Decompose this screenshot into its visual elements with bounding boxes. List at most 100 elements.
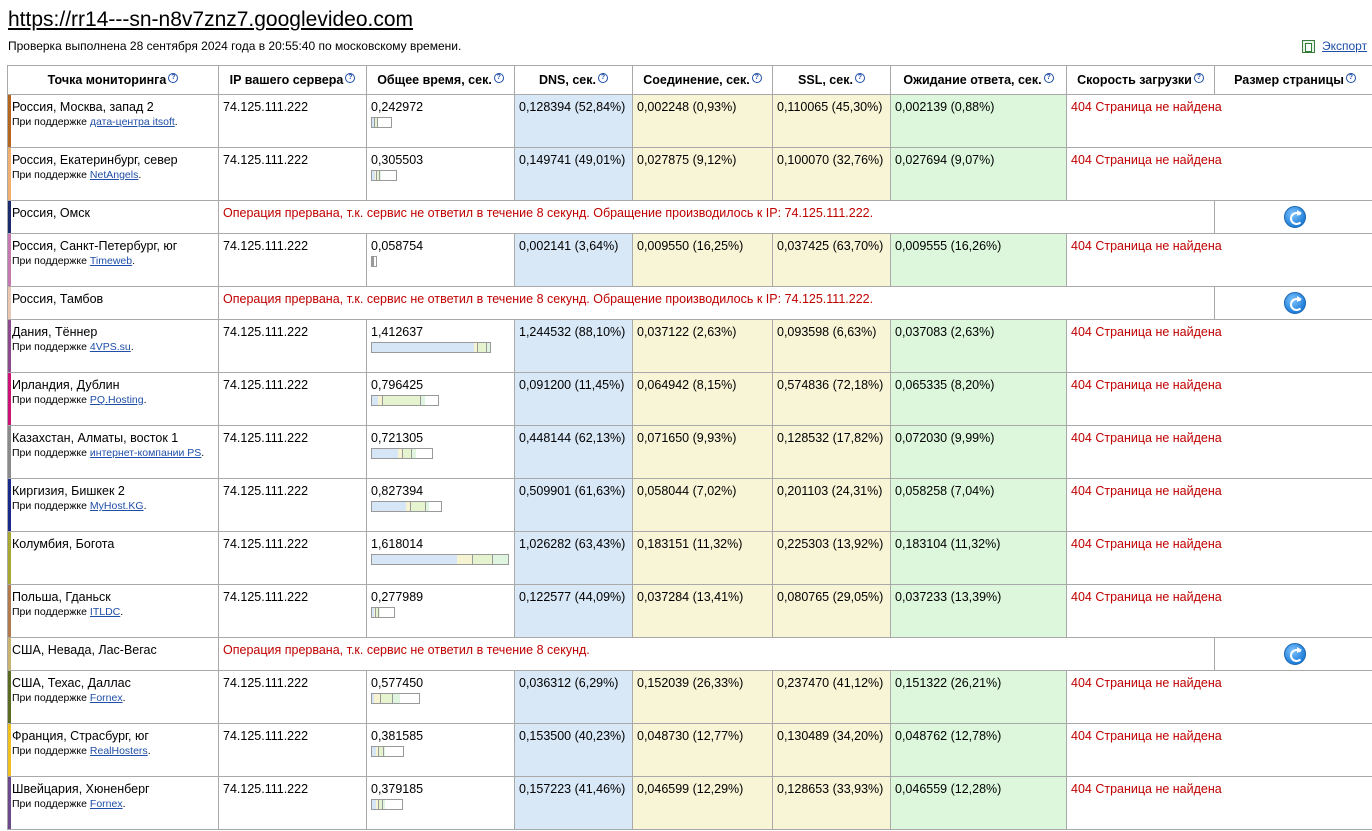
- help-icon[interactable]: ?: [751, 73, 762, 83]
- sponsor-link[interactable]: NetAngels: [89, 169, 139, 181]
- connection-cell: 0,009550 (16,25%): [632, 233, 773, 287]
- location-color-marker: [8, 532, 11, 584]
- table-row: Колумбия, Богота 74.125.111.222 1,618014 1,…: [7, 531, 1372, 585]
- total-time-value: 0,058754: [371, 239, 424, 253]
- wait-cell: 0,151322 (26,21%): [890, 670, 1067, 724]
- total-time-value: 0,796425: [371, 378, 424, 392]
- col-total-label: Общее время, сек.: [377, 73, 492, 87]
- ssl-cell: 0,110065 (45,30%): [772, 94, 891, 148]
- timing-bar: [371, 746, 404, 757]
- table-row: Польша, Гданьск При поддержке ITLDC. 74.12…: [7, 584, 1372, 638]
- wait-cell: 0,027694 (9,07%): [890, 147, 1067, 201]
- wait-cell: 0,065335 (8,20%): [890, 372, 1067, 426]
- ssl-cell: 0,130489 (34,20%): [772, 723, 891, 777]
- help-icon[interactable]: ?: [1345, 73, 1356, 83]
- wait-cell: 0,072030 (9,99%): [890, 425, 1067, 479]
- sponsor-link[interactable]: 4VPS.su: [89, 341, 131, 353]
- table-row: Ирландия, Дублин При поддержке PQ.Hosting…: [7, 372, 1372, 426]
- sponsor-prefix: При поддержке: [12, 798, 87, 810]
- sponsor-link[interactable]: интернет-компании PS: [89, 447, 202, 459]
- total-time-cell: 0,577450: [366, 670, 515, 724]
- total-time-cell: 0,381585: [366, 723, 515, 777]
- help-icon[interactable]: ?: [345, 73, 356, 83]
- export-link[interactable]: Экспорт: [1302, 39, 1367, 53]
- timing-bar: [371, 799, 403, 810]
- total-time-cell: 0,827394: [366, 478, 515, 532]
- total-time-value: 0,721305: [371, 431, 424, 445]
- sponsor-link[interactable]: Fornex: [89, 692, 123, 704]
- page-url-title[interactable]: https://rr14---sn-n8v7znz7.googlevideo.c…: [8, 8, 414, 31]
- location-name: Россия, Тамбов: [12, 292, 104, 306]
- sponsor-line: При поддержке RealHosters.: [12, 745, 151, 757]
- dns-cell: 0,002141 (3,64%): [514, 233, 633, 287]
- refresh-icon[interactable]: [1284, 643, 1306, 665]
- wait-segment: [486, 343, 490, 352]
- help-icon[interactable]: ?: [1043, 73, 1054, 83]
- col-location: Точка мониторинга?: [7, 65, 219, 95]
- timing-bar: [371, 693, 420, 704]
- ssl-cell: 0,080765 (29,05%): [772, 584, 891, 638]
- help-icon[interactable]: ?: [854, 73, 865, 83]
- wait-segment: [383, 800, 385, 809]
- sponsor-link[interactable]: дата-центра itsoft: [89, 116, 175, 128]
- total-time-value: 1,412637: [371, 325, 424, 339]
- location-cell: США, Техас, Даллас При поддержке Fornex.: [7, 670, 219, 724]
- connection-cell: 0,058044 (7,02%): [632, 478, 773, 532]
- help-icon[interactable]: ?: [168, 73, 179, 83]
- ssl-segment: [381, 396, 421, 405]
- sponsor-link[interactable]: Fornex: [89, 798, 123, 810]
- location-name: Казахстан, Алматы, восток 1: [12, 431, 179, 445]
- help-icon[interactable]: ?: [597, 73, 608, 83]
- wait-segment: [492, 555, 508, 564]
- sponsor-link[interactable]: Timeweb: [89, 255, 133, 267]
- refresh-icon[interactable]: [1284, 292, 1306, 314]
- sponsor-link[interactable]: MyHost.KG: [89, 500, 144, 512]
- dns-segment: [372, 502, 407, 511]
- location-name: Киргизия, Бишкек 2: [12, 484, 125, 498]
- sponsor-link[interactable]: ITLDC: [89, 606, 121, 618]
- total-time-value: 0,242972: [371, 100, 424, 114]
- location-color-marker: [8, 671, 11, 723]
- ssl-segment: [375, 608, 379, 617]
- sponsor-line: При поддержке 4VPS.su.: [12, 341, 134, 353]
- location-cell: Ирландия, Дублин При поддержке PQ.Hosting…: [7, 372, 219, 426]
- dns-cell: 0,153500 (40,23%): [514, 723, 633, 777]
- ip-cell: 74.125.111.222: [218, 319, 367, 373]
- location-name: Дания, Тённер: [12, 325, 98, 339]
- table-row: Россия, Санкт-Петербург, юг При поддержке…: [7, 233, 1372, 287]
- total-time-value: 0,381585: [371, 729, 424, 743]
- ssl-segment: [372, 257, 375, 266]
- ssl-cell: 0,128532 (17,82%): [772, 425, 891, 479]
- ssl-segment: [374, 118, 379, 127]
- wait-segment: [383, 747, 386, 756]
- timing-bar: [371, 554, 509, 565]
- wait-cell: 0,058258 (7,04%): [890, 478, 1067, 532]
- ip-cell: 74.125.111.222: [218, 147, 367, 201]
- excel-icon: [1302, 39, 1315, 53]
- location-name: Россия, Москва, запад 2: [12, 100, 154, 114]
- refresh-icon[interactable]: [1284, 206, 1306, 228]
- location-name: Франция, Страсбург, юг: [12, 729, 149, 743]
- sponsor-link[interactable]: RealHosters: [89, 745, 148, 757]
- export-label[interactable]: Экспорт: [1322, 39, 1368, 53]
- ip-cell: 74.125.111.222: [218, 531, 367, 585]
- sponsor-prefix: При поддержке: [12, 341, 87, 353]
- location-name: США, Невада, Лас-Вегас: [12, 643, 157, 657]
- status-cell: 404 Страница не найдена: [1066, 372, 1372, 426]
- ssl-cell: 0,100070 (32,76%): [772, 147, 891, 201]
- connection-cell: 0,037284 (13,41%): [632, 584, 773, 638]
- connection-cell: 0,046599 (12,29%): [632, 776, 773, 830]
- help-icon[interactable]: ?: [493, 73, 504, 83]
- col-size: Размер страницы?: [1214, 65, 1372, 95]
- total-time-cell: 0,277989: [366, 584, 515, 638]
- ssl-segment: [410, 502, 426, 511]
- sponsor-link[interactable]: PQ.Hosting: [89, 394, 144, 406]
- conn-segment: [406, 502, 411, 511]
- status-cell: 404 Страница не найдена: [1066, 478, 1372, 532]
- location-name: Швейцария, Хюненберг: [12, 782, 150, 796]
- help-icon[interactable]: ?: [1193, 73, 1204, 83]
- ssl-segment: [375, 171, 381, 180]
- sponsor-prefix: При поддержке: [12, 692, 87, 704]
- dns-segment: [372, 171, 376, 180]
- col-speed: Скорость загрузки?: [1066, 65, 1215, 95]
